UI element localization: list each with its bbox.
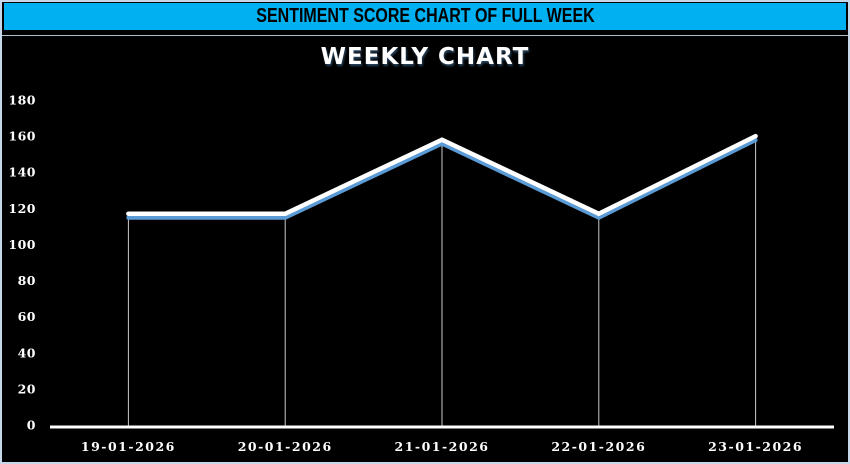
x-tick-label: 22-01-2026 [551,439,646,454]
x-tick-label: 21-01-2026 [395,439,490,454]
x-tick-label: 20-01-2026 [238,439,333,454]
y-tick-label: 180 [8,93,36,108]
line-shadow [126,138,758,220]
y-tick-label: 40 [18,345,36,360]
y-tick-label: 100 [8,237,36,252]
banner-title: SENTIMENT SCORE CHART OF FULL WEEK [255,5,595,27]
y-tick-label: 80 [18,273,36,288]
x-tick-label: 19-01-2026 [81,439,176,454]
y-tick-label: 120 [8,201,36,216]
separator-line [2,35,848,36]
y-tick-label: 160 [8,129,36,144]
sentiment-line [126,133,758,217]
x-tick-label: 23-01-2026 [708,439,803,454]
y-tick-label: 0 [27,418,36,433]
chart-title: WEEKLY CHART [320,44,530,70]
banner-bar: SENTIMENT SCORE CHART OF FULL WEEK [2,2,848,33]
y-tick-label: 60 [18,309,36,324]
y-tick-label: 140 [8,165,36,180]
y-tick-label: 20 [18,381,36,396]
